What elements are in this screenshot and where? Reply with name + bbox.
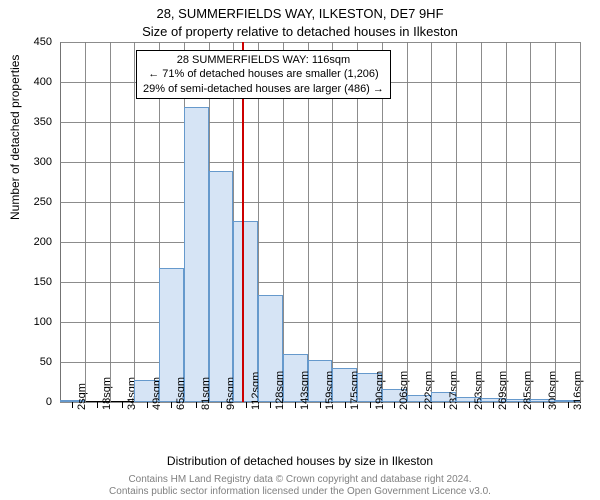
footer-line1: Contains HM Land Registry data © Crown c… xyxy=(128,474,471,485)
gridline-h xyxy=(60,202,580,203)
x-tick-label: 2sqm xyxy=(76,383,88,410)
x-tick-label: 237sqm xyxy=(448,371,460,410)
gridline-v xyxy=(431,42,432,402)
sub-title: Size of property relative to detached ho… xyxy=(0,24,600,39)
x-tick xyxy=(518,402,519,408)
gridline-v xyxy=(580,42,581,402)
gridline-h xyxy=(60,162,580,163)
y-tick-label: 200 xyxy=(22,236,52,248)
gridline-h xyxy=(60,122,580,123)
gridline-v xyxy=(60,42,61,402)
annotation-line3: 29% of semi-detached houses are larger (… xyxy=(143,82,384,96)
x-tick xyxy=(246,402,247,408)
y-tick-label: 150 xyxy=(22,276,52,288)
x-tick-label: 253sqm xyxy=(473,371,485,410)
gridline-h xyxy=(60,42,580,43)
gridline-h xyxy=(60,322,580,323)
x-tick xyxy=(394,402,395,408)
y-tick-label: 100 xyxy=(22,316,52,328)
x-tick xyxy=(171,402,172,408)
x-tick xyxy=(270,402,271,408)
x-tick xyxy=(370,402,371,408)
x-tick-label: 206sqm xyxy=(398,371,410,410)
x-tick-label: 18sqm xyxy=(101,377,113,410)
x-tick xyxy=(493,402,494,408)
y-tick-label: 0 xyxy=(22,396,52,408)
chart-container: 28, SUMMERFIELDS WAY, ILKESTON, DE7 9HF … xyxy=(0,0,600,500)
gridline-v xyxy=(85,42,86,402)
gridline-v xyxy=(481,42,482,402)
x-tick-label: 300sqm xyxy=(547,371,559,410)
x-tick xyxy=(147,402,148,408)
x-tick xyxy=(345,402,346,408)
annotation-line1: 28 SUMMERFIELDS WAY: 116sqm xyxy=(143,53,384,67)
y-tick-label: 450 xyxy=(22,36,52,48)
x-tick xyxy=(444,402,445,408)
histogram-bar xyxy=(184,107,209,402)
y-tick-label: 250 xyxy=(22,196,52,208)
x-tick-label: 316sqm xyxy=(572,371,584,410)
x-tick xyxy=(72,402,73,408)
y-tick-label: 300 xyxy=(22,156,52,168)
footer-text: Contains HM Land Registry data © Crown c… xyxy=(0,474,600,498)
x-tick-label: 222sqm xyxy=(423,371,435,410)
footer-line2: Contains public sector information licen… xyxy=(109,486,491,497)
y-axis-title: Number of detached properties xyxy=(8,55,22,220)
y-tick-label: 50 xyxy=(22,356,52,368)
histogram-bar xyxy=(209,171,234,402)
gridline-v xyxy=(110,42,111,402)
x-tick xyxy=(196,402,197,408)
y-tick-label: 350 xyxy=(22,116,52,128)
gridline-v xyxy=(407,42,408,402)
gridline-v xyxy=(555,42,556,402)
x-tick xyxy=(221,402,222,408)
x-tick xyxy=(122,402,123,408)
gridline-v xyxy=(456,42,457,402)
y-tick-label: 400 xyxy=(22,76,52,88)
x-tick-label: 269sqm xyxy=(497,371,509,410)
annotation-line2: ← 71% of detached houses are smaller (1,… xyxy=(143,67,384,81)
x-tick xyxy=(320,402,321,408)
x-tick xyxy=(97,402,98,408)
gridline-v xyxy=(506,42,507,402)
gridline-h xyxy=(60,282,580,283)
x-tick xyxy=(469,402,470,408)
x-tick xyxy=(419,402,420,408)
annotation-box: 28 SUMMERFIELDS WAY: 116sqm ← 71% of det… xyxy=(136,50,391,99)
x-axis-title: Distribution of detached houses by size … xyxy=(0,454,600,468)
x-tick xyxy=(295,402,296,408)
x-tick xyxy=(543,402,544,408)
x-tick xyxy=(568,402,569,408)
gridline-v xyxy=(530,42,531,402)
x-tick-label: 285sqm xyxy=(522,371,534,410)
gridline-h xyxy=(60,242,580,243)
main-title: 28, SUMMERFIELDS WAY, ILKESTON, DE7 9HF xyxy=(0,6,600,21)
